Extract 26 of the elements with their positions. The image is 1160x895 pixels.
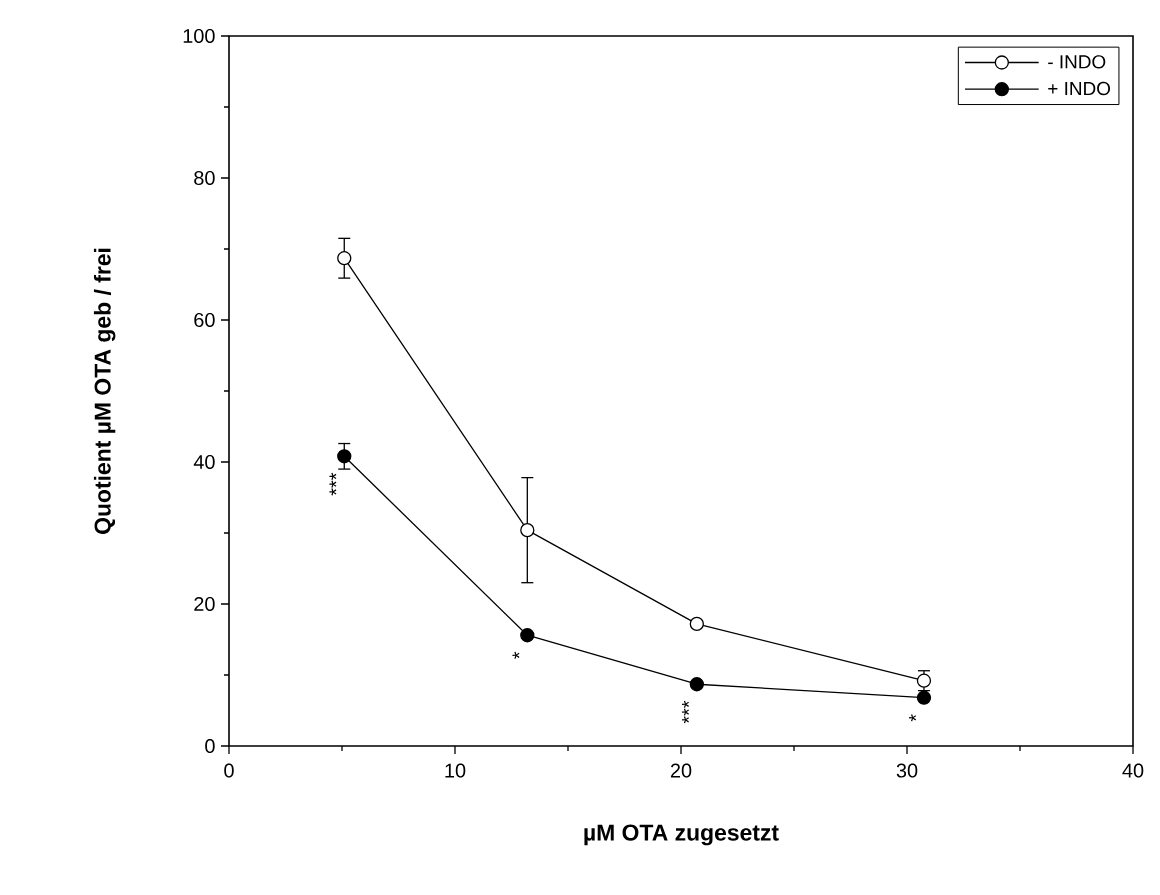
y-tick-label: 0 xyxy=(205,738,215,754)
annotation: * xyxy=(909,714,917,722)
y-axis-title: Quotient µM OTA geb / frei xyxy=(93,248,116,534)
annotation: *** xyxy=(681,700,689,724)
y-tick-label: 100 xyxy=(183,28,215,44)
point xyxy=(520,523,535,538)
x-axis-title: µM OTA zugesetzt xyxy=(584,824,779,846)
point xyxy=(689,616,704,632)
y-tick-label: 20 xyxy=(194,596,215,612)
x-tick-label: 40 xyxy=(1122,763,1144,778)
x-tick-label: 20 xyxy=(670,763,692,778)
annotation: *** xyxy=(329,472,337,496)
point xyxy=(916,690,932,705)
y-tick-label: 40 xyxy=(193,454,215,470)
point xyxy=(689,677,704,692)
legend-label: + INDO xyxy=(1048,81,1111,96)
x-tick-label: 10 xyxy=(445,763,466,778)
x-tick-label: 0 xyxy=(224,763,234,778)
point xyxy=(337,449,352,464)
annotation: * xyxy=(512,651,520,659)
legend-label: - INDO xyxy=(1048,55,1106,69)
point xyxy=(337,251,352,266)
y-tick-label: 60 xyxy=(194,312,215,328)
x-tick-label: 30 xyxy=(896,763,918,778)
point xyxy=(520,628,535,643)
y-tick-label: 80 xyxy=(194,170,215,186)
